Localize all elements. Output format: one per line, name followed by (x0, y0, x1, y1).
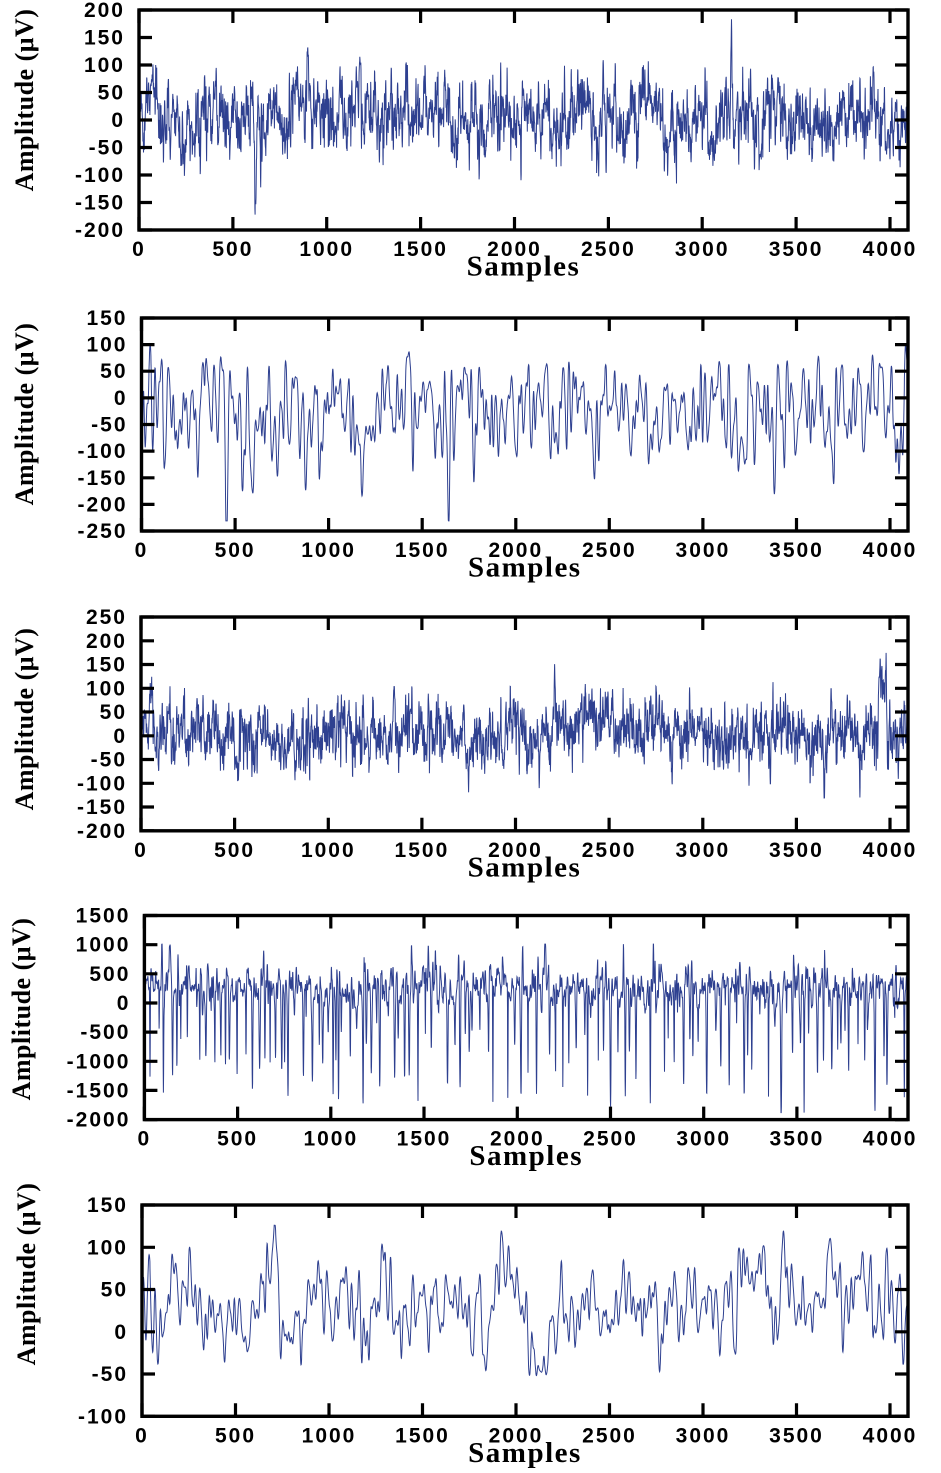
svg-text:Samples: Samples (469, 1140, 583, 1172)
svg-text:200: 200 (86, 630, 127, 653)
svg-text:1500: 1500 (76, 905, 131, 928)
svg-text:250: 250 (86, 606, 127, 629)
svg-text:1000: 1000 (299, 238, 354, 261)
svg-text:Samples: Samples (468, 552, 582, 584)
svg-text:1000: 1000 (302, 1424, 357, 1447)
svg-text:4000: 4000 (863, 839, 918, 862)
svg-text:0: 0 (135, 1424, 149, 1447)
svg-text:100: 100 (86, 677, 127, 700)
svg-text:Amplitude (μV): Amplitude (μV) (10, 9, 39, 192)
svg-text:3500: 3500 (770, 1128, 825, 1151)
svg-text:50: 50 (98, 82, 125, 105)
svg-text:-250: -250 (77, 520, 127, 543)
svg-text:-1500: -1500 (67, 1079, 131, 1102)
svg-text:Samples: Samples (467, 251, 581, 283)
svg-text:2500: 2500 (582, 1424, 637, 1447)
svg-text:3500: 3500 (769, 1424, 824, 1447)
svg-text:1000: 1000 (76, 934, 131, 957)
svg-text:-150: -150 (75, 192, 125, 215)
svg-text:-50: -50 (91, 749, 127, 772)
svg-text:-200: -200 (77, 820, 127, 843)
svg-text:4000: 4000 (863, 238, 918, 261)
svg-text:-1000: -1000 (67, 1050, 131, 1073)
svg-text:3000: 3000 (676, 1128, 731, 1151)
svg-text:2500: 2500 (582, 839, 637, 862)
svg-text:0: 0 (132, 238, 146, 261)
svg-text:2500: 2500 (583, 1128, 638, 1151)
svg-text:150: 150 (86, 307, 127, 330)
svg-text:-100: -100 (78, 1405, 128, 1428)
svg-text:2000: 2000 (488, 839, 543, 862)
svg-text:Amplitude (μV): Amplitude (μV) (12, 1183, 41, 1366)
svg-text:500: 500 (89, 963, 130, 986)
svg-text:-500: -500 (80, 1021, 130, 1044)
svg-text:100: 100 (86, 334, 127, 357)
svg-text:500: 500 (214, 839, 255, 862)
svg-text:150: 150 (87, 1194, 128, 1217)
svg-text:2000: 2000 (488, 539, 543, 562)
svg-text:-200: -200 (75, 219, 125, 242)
svg-text:1000: 1000 (301, 539, 356, 562)
svg-text:1500: 1500 (395, 839, 450, 862)
svg-text:1000: 1000 (303, 1128, 358, 1151)
svg-text:500: 500 (212, 238, 253, 261)
svg-text:50: 50 (101, 1279, 128, 1302)
svg-text:3000: 3000 (675, 238, 730, 261)
svg-text:0: 0 (114, 1321, 128, 1344)
svg-text:-100: -100 (75, 164, 125, 187)
svg-text:500: 500 (217, 1128, 258, 1151)
svg-text:0: 0 (114, 387, 128, 410)
svg-text:Samples: Samples (468, 851, 582, 883)
svg-text:2000: 2000 (487, 238, 542, 261)
svg-text:0: 0 (117, 992, 131, 1015)
svg-text:-100: -100 (77, 440, 127, 463)
svg-text:2500: 2500 (581, 238, 636, 261)
svg-text:500: 500 (215, 539, 256, 562)
svg-text:-50: -50 (89, 137, 125, 160)
svg-text:-200: -200 (77, 493, 127, 516)
svg-text:3500: 3500 (769, 238, 824, 261)
svg-text:4000: 4000 (863, 539, 918, 562)
svg-text:Samples: Samples (468, 1437, 582, 1468)
svg-text:1500: 1500 (393, 238, 448, 261)
svg-text:0: 0 (134, 839, 148, 862)
svg-text:50: 50 (100, 360, 127, 383)
svg-text:-50: -50 (92, 1363, 128, 1386)
svg-text:0: 0 (138, 1128, 152, 1151)
svg-text:-2000: -2000 (67, 1109, 131, 1132)
svg-text:3000: 3000 (676, 539, 731, 562)
svg-text:4000: 4000 (863, 1128, 918, 1151)
svg-text:500: 500 (215, 1424, 256, 1447)
svg-text:1500: 1500 (397, 1128, 452, 1151)
svg-text:150: 150 (86, 654, 127, 677)
svg-text:2000: 2000 (490, 1128, 545, 1151)
svg-text:1500: 1500 (395, 539, 450, 562)
svg-text:2000: 2000 (489, 1424, 544, 1447)
svg-text:1000: 1000 (301, 839, 356, 862)
svg-text:Amplitude (μV): Amplitude (μV) (7, 918, 36, 1101)
svg-text:4000: 4000 (863, 1424, 918, 1447)
svg-text:50: 50 (100, 701, 127, 724)
svg-text:Amplitude (μV): Amplitude (μV) (10, 628, 39, 811)
svg-text:150: 150 (84, 27, 125, 50)
svg-text:-150: -150 (77, 796, 127, 819)
svg-text:3000: 3000 (676, 1424, 731, 1447)
svg-text:3500: 3500 (769, 539, 824, 562)
svg-text:0: 0 (135, 539, 149, 562)
svg-text:3500: 3500 (769, 839, 824, 862)
svg-text:100: 100 (87, 1236, 128, 1259)
svg-text:2500: 2500 (582, 539, 637, 562)
svg-text:-50: -50 (91, 414, 127, 437)
svg-text:3000: 3000 (675, 839, 730, 862)
svg-text:100: 100 (84, 54, 125, 77)
svg-text:-100: -100 (77, 772, 127, 795)
svg-text:200: 200 (84, 0, 125, 22)
svg-text:-150: -150 (77, 467, 127, 490)
svg-text:0: 0 (111, 109, 125, 132)
svg-text:1500: 1500 (395, 1424, 450, 1447)
svg-text:0: 0 (113, 725, 127, 748)
svg-text:Amplitude (μV): Amplitude (μV) (10, 323, 39, 506)
